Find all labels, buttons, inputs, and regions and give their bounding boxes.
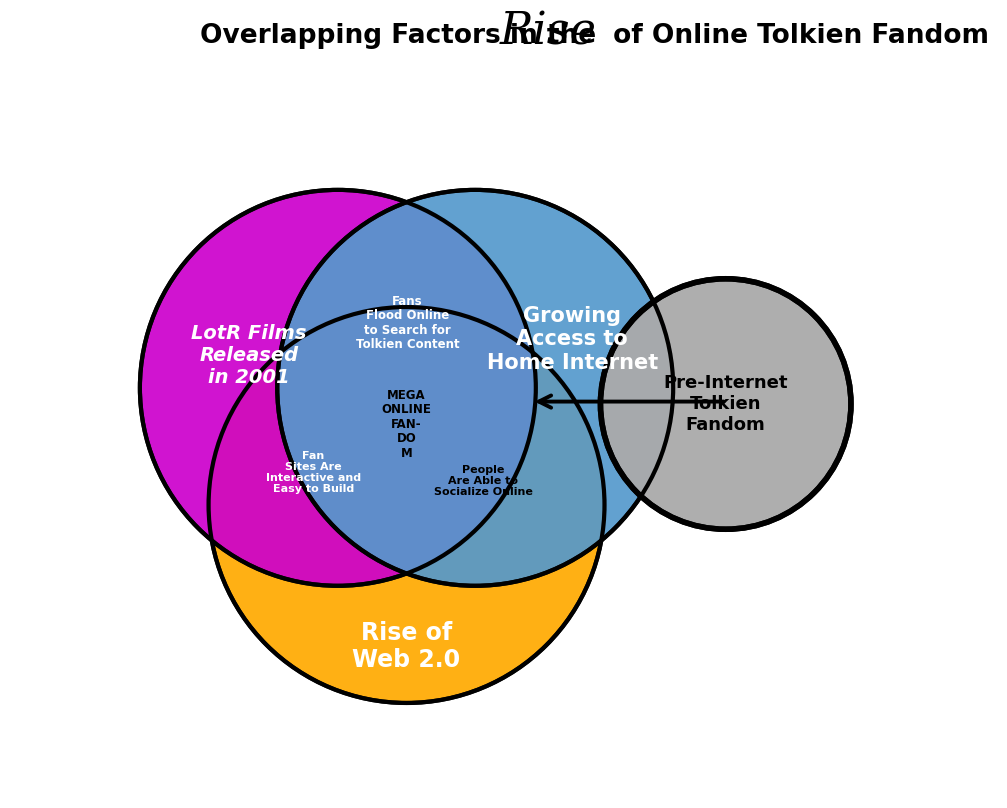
Text: Fan
Sites Are
Interactive and
Easy to Build: Fan Sites Are Interactive and Easy to Bu… <box>266 451 362 494</box>
Circle shape <box>140 190 536 586</box>
Text: Overlapping Factors in the: Overlapping Factors in the <box>200 23 606 49</box>
Text: LotR Films
Released
in 2001: LotR Films Released in 2001 <box>191 324 307 387</box>
Text: Growing
Access to
Home Internet: Growing Access to Home Internet <box>486 306 658 372</box>
Circle shape <box>600 279 851 529</box>
Text: of Online Tolkien Fandom: of Online Tolkien Fandom <box>603 23 989 49</box>
Text: People
Are Able to
Socialize Online: People Are Able to Socialize Online <box>434 465 533 497</box>
Circle shape <box>277 190 674 586</box>
Text: Pre-Internet
Tolkien
Fandom: Pre-Internet Tolkien Fandom <box>664 374 787 434</box>
Text: MEGA
ONLINE
FAN-
DO
M: MEGA ONLINE FAN- DO M <box>382 389 431 460</box>
Text: Rise of
Web 2.0: Rise of Web 2.0 <box>352 621 460 672</box>
Circle shape <box>208 307 604 703</box>
Text: Rise: Rise <box>499 11 596 54</box>
Text: Fans
Flood Online
to Search for
Tolkien Content: Fans Flood Online to Search for Tolkien … <box>355 295 459 351</box>
